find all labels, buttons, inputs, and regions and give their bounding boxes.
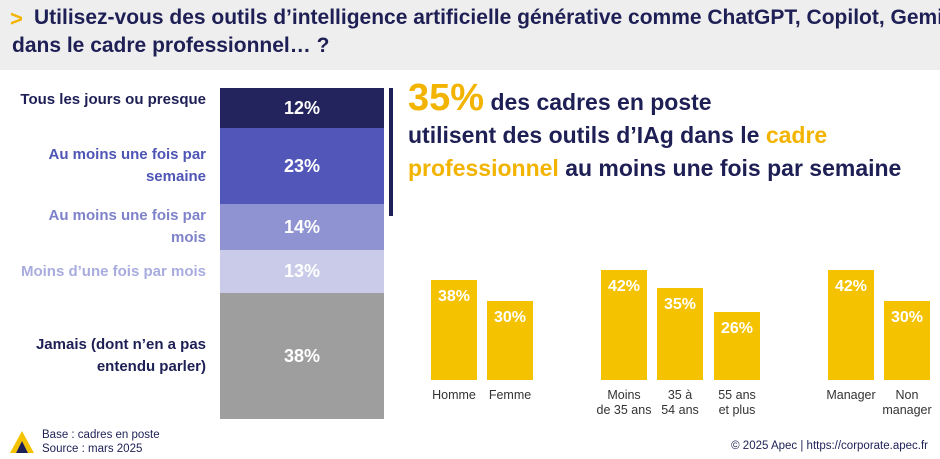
stack-segment: 13% [220, 250, 384, 293]
footnote: Base : cadres en poste Source : mars 202… [42, 428, 160, 456]
headline-divider [389, 88, 393, 216]
segment-bar-value: 26% [720, 320, 754, 337]
question-text-line2: dans le cadre professionnel… ? [12, 34, 330, 57]
segment-bar-value: 42% [607, 278, 641, 295]
question-text-line1: Utilisez-vous des outils d’intelligence … [34, 6, 940, 29]
stack-segment-value: 13% [283, 261, 321, 281]
stack-category-label: Tous les jours ou presque [20, 91, 206, 108]
segment-bar-label: Moins de 35 ans [596, 388, 652, 417]
segment-bar: 30% [884, 301, 930, 380]
segment-bar: 42% [828, 270, 874, 380]
headline-line2: utilisent des outils d’IAg dans le cadre [408, 119, 938, 152]
headline-part4: professionnel [408, 155, 559, 181]
segment-bar-label: 35 à 54 ans [661, 388, 699, 417]
segment-bar-value: 30% [890, 309, 924, 326]
footnote-base: Base : cadres en poste [42, 429, 160, 441]
stack-category-label: Au moins une fois par mois [48, 207, 206, 246]
stack-category-label: Moins d’une fois par mois [20, 263, 206, 280]
stack-segment-value: 38% [283, 345, 321, 366]
segment-bar-value: 30% [493, 309, 527, 326]
headline-line1: 35% des cadres en poste [408, 79, 938, 119]
segment-bar-label: Manager [826, 388, 876, 402]
segment-bar: 35% [657, 288, 703, 380]
segment-bar-value: 42% [834, 278, 868, 295]
headline-part3: cadre [765, 122, 828, 148]
segment-bar-label: Non manager [882, 388, 932, 417]
stack-category-label: Au moins une fois par semaine [48, 146, 206, 185]
headline-part5: au moins une fois par semaine [558, 155, 902, 181]
segment-bar-label: 55 ans et plus [718, 388, 756, 417]
segment-bar: 38% [431, 280, 477, 380]
apec-logo [10, 431, 34, 453]
headline-part2: utilisent des outils d’IAg dans le [408, 122, 766, 148]
stack-segment-value: 12% [283, 97, 321, 118]
headline-part1: des cadres en poste [484, 89, 712, 115]
segment-bar: 30% [487, 301, 533, 380]
segment-bar: 26% [714, 312, 760, 380]
segment-bar-value: 38% [437, 288, 471, 305]
segment-bar-value: 35% [663, 296, 697, 313]
stack-category-label: Jamais (dont n’en a pas entendu parler) [35, 336, 206, 375]
stack-segment: 12% [220, 88, 384, 128]
question-header: > Utilisez-vous des outils d’intelligenc… [0, 0, 940, 70]
segment-bar-label: Femme [488, 388, 532, 402]
headline-line3: professionnel au moins une fois par sema… [408, 152, 938, 185]
stack-segment: 14% [220, 204, 384, 250]
headline-big-value: 35% [408, 77, 485, 119]
question-arrow: > [10, 6, 23, 31]
stack-segment-value: 14% [283, 216, 321, 237]
stack-segment-value: 23% [283, 155, 321, 176]
segment-bar-label: Homme [432, 388, 476, 402]
stack-segment: 23% [220, 128, 384, 204]
copyright: © 2025 Apec | https://corporate.apec.fr [731, 440, 928, 452]
segment-bar: 42% [601, 270, 647, 380]
footnote-source: Source : mars 2025 [42, 443, 143, 455]
headline: 35% des cadres en poste utilisent des ou… [408, 79, 938, 185]
stack-segment: 38% [220, 293, 384, 419]
